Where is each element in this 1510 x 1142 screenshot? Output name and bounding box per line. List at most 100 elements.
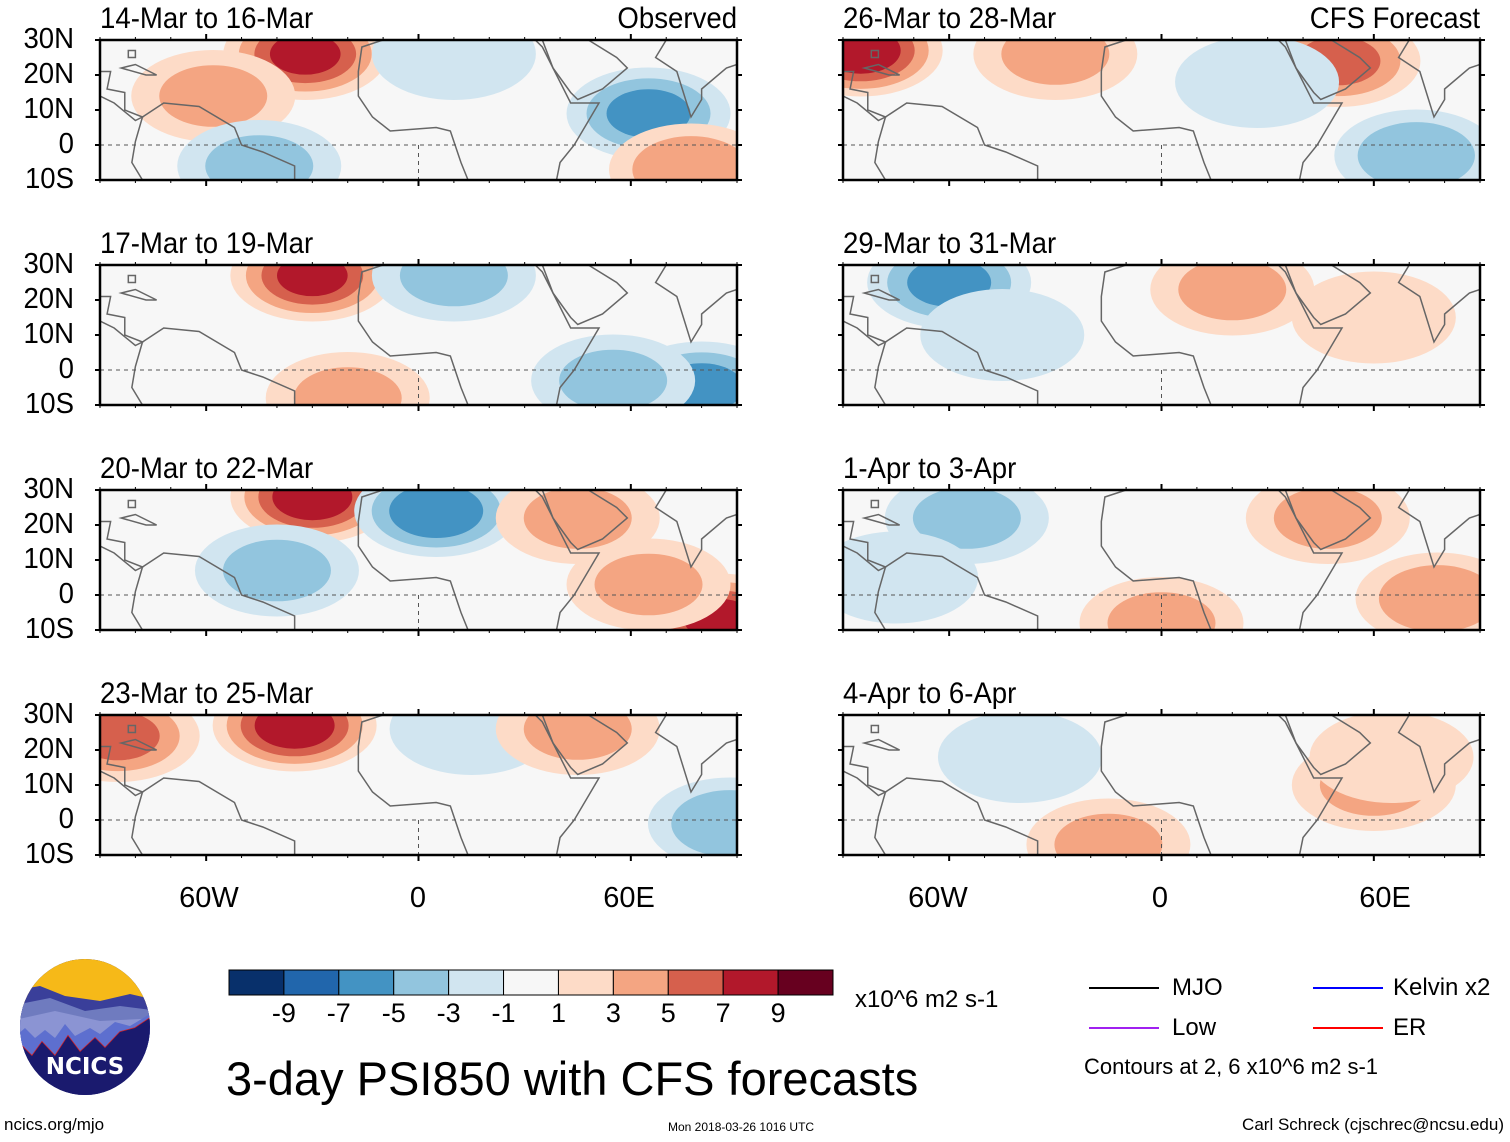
coastline [861,63,900,76]
coastline [541,715,629,776]
lat-label: 20N [23,508,74,540]
anomaly-contour-fill [159,65,268,127]
logo-text: NCICS [46,1054,125,1080]
contours-note: Contours at 2, 6 x10^6 m2 s-1 [1084,1054,1379,1079]
coastline [870,274,880,284]
coastline [118,738,157,751]
anomaly-contour-fill [632,136,737,180]
legend-line-mjo [1089,987,1159,989]
coastline [131,327,296,405]
colorbar-swatch [722,969,779,996]
anomaly-contour-fill [222,539,331,602]
anomaly-contour-fill [1357,122,1475,180]
coastline [1397,490,1480,569]
anomaly-contour-fill [937,715,1102,803]
panel-period-label: 17-Mar to 19-Mar [100,227,314,260]
anomaly-contour-fill [920,289,1085,381]
coastline [118,63,157,76]
coastline [870,49,880,59]
lat-label: 10N [23,93,74,125]
lon-label-60e: 60E [1359,882,1411,914]
lat-label: 0 [58,353,74,385]
colorbar-tick-label: -1 [491,998,516,1028]
coastline [1284,490,1372,551]
lat-label: 30N [23,248,74,280]
coastline [843,715,888,797]
ncics-logo: NCICS [20,959,150,1095]
coastline [100,265,145,347]
lat-label: 0 [58,803,74,835]
coastline [1284,265,1372,326]
panel-period-label: 26-Mar to 28-Mar [843,2,1057,35]
coastline [357,490,601,630]
anomaly-contour-fill [277,265,348,297]
coastline [874,552,1039,630]
anomaly-contour-fill [523,715,632,760]
coastline [131,777,296,855]
coastline [1284,40,1372,101]
map-panel [838,709,1485,861]
legend-label-low: Low [1172,1014,1217,1041]
colorbar-tick-label: -9 [271,998,296,1028]
observed-tag: Observed [617,2,737,35]
coastline [131,552,296,630]
coastline [1100,490,1344,630]
panel-period-label: 1-Apr to 3-Apr [843,452,1017,485]
legend-label-kelvin: Kelvin x2 [1393,974,1491,1001]
coastline [127,724,137,734]
coastline [100,715,145,797]
anomaly-contour-fill [100,715,160,761]
coastline [1100,40,1344,180]
coastline [654,40,737,119]
anomaly-contour-fill [1175,40,1340,128]
figure-title: 3-day PSI850 with CFS forecasts [226,1052,919,1105]
anomaly-contour-fill [293,367,402,405]
anomaly-contour-fill [399,265,508,307]
colorbar-tick-label: 5 [660,998,676,1028]
cfs-forecast-tag: CFS Forecast [1309,2,1480,35]
anomaly-contour-fill [205,135,314,180]
colorbar-swatch [667,969,724,996]
lon-label-60w: 60W [908,882,968,914]
lat-label: 20N [23,733,74,765]
coastline [357,715,601,855]
coastline [861,288,900,301]
colorbar-tick-label: -7 [326,998,351,1028]
anomaly-contour-fill [559,349,668,405]
lon-label-0: 0 [409,882,427,914]
lat-label: 0 [58,578,74,610]
anomaly-contour-fill [1054,813,1163,855]
colorbar-swatch [283,969,340,996]
coastline [1284,715,1372,776]
footer-url[interactable]: ncics.org/mjo [4,1115,105,1134]
coastline [127,274,137,284]
lon-label-60e: 60E [603,882,655,914]
colorbar-tick-label: -3 [436,998,461,1028]
coastline [654,490,737,569]
colorbar-swatch [777,969,834,996]
panel-period-label: 4-Apr to 6-Apr [843,677,1017,710]
anomaly-contour-fill [912,490,1021,549]
coastline [1100,715,1344,855]
coastline [357,265,601,405]
coastline [870,499,880,509]
colorbar [228,969,834,996]
coastline [1397,40,1480,119]
coastline [100,40,145,122]
coastline [118,513,157,526]
coastline [654,715,737,794]
lat-label: 10N [23,318,74,350]
colorbar-swatch [503,969,559,996]
coastline [654,265,737,344]
lat-label: 10S [24,388,74,420]
panel-period-label: 29-Mar to 31-Mar [843,227,1057,260]
map-panel [838,34,1485,186]
panel-period-label: 20-Mar to 22-Mar [100,452,314,485]
coastline [127,499,137,509]
anomaly-contour-fill [1273,490,1382,549]
anomaly-contour-fill [1309,715,1474,803]
colorbar-tick-label: 7 [715,998,731,1028]
coastline [357,40,601,180]
lon-label-0: 0 [1151,882,1169,914]
coastline [1397,715,1480,794]
